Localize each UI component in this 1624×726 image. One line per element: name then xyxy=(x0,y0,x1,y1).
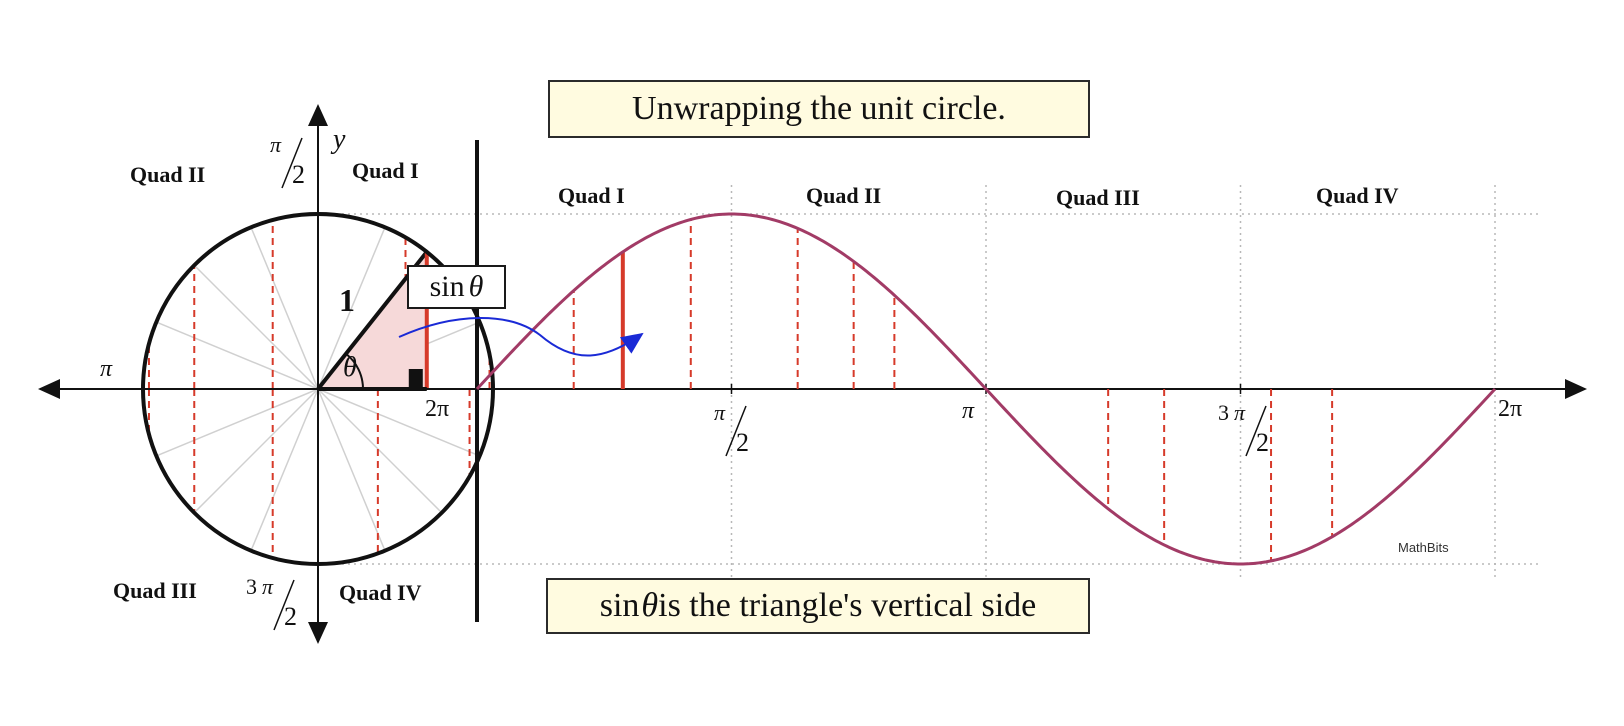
watermark: MathBits xyxy=(1398,540,1449,555)
graph-two-pi-label: 2π xyxy=(1498,396,1523,422)
circle-spoke xyxy=(156,321,319,390)
circle-quad-1-label: Quad I xyxy=(352,158,419,183)
graph-quad-4-label: Quad IV xyxy=(1316,183,1399,208)
graph-sine-segments xyxy=(572,219,1334,561)
graph-three-half-pi-den: 2 xyxy=(1256,428,1269,457)
hypotenuse-label: 1 xyxy=(339,282,355,318)
circle-spoke xyxy=(250,227,319,390)
angle-theta-label: θ xyxy=(343,352,357,383)
graph-half-pi-num: π xyxy=(714,400,726,425)
circle-half-pi-label: π 2 xyxy=(268,132,316,192)
graph-quad-3-label: Quad III xyxy=(1056,185,1140,210)
three-half-pi-num: π xyxy=(262,574,274,599)
y-axis-label: y xyxy=(333,124,346,155)
circle-spoke xyxy=(250,388,319,551)
circle-spoke xyxy=(317,227,386,390)
title-box: Unwrapping the unit circle. xyxy=(548,80,1090,138)
half-pi-num: π xyxy=(270,132,282,157)
three-half-pi-coef: 3 xyxy=(246,574,257,599)
circle-spoke xyxy=(193,388,319,514)
sin-theta-label: sin θ xyxy=(407,265,506,309)
circle-quad-4-label: Quad IV xyxy=(339,580,422,605)
caption-sin: sin xyxy=(599,587,640,624)
transfer-arrow xyxy=(398,317,644,357)
sin-theta-symbol: θ xyxy=(468,270,484,303)
circle-spoke xyxy=(193,264,319,390)
circle-spoke xyxy=(317,388,443,514)
sine-curve xyxy=(475,212,1497,566)
circle-quad-3-label: Quad III xyxy=(113,578,197,603)
circle-two-pi-label: 2π xyxy=(425,396,450,422)
graph-pi-label: π xyxy=(962,398,975,424)
graph-three-half-pi-num: π xyxy=(1234,400,1246,425)
graph-three-half-pi-label: 3 π 2 xyxy=(1218,400,1280,460)
graph-three-half-pi-coef: 3 xyxy=(1218,400,1229,425)
circle-quad-2-label: Quad II xyxy=(130,162,206,187)
caption-box: sin θ is the triangle's vertical side xyxy=(546,578,1090,634)
three-half-pi-den: 2 xyxy=(284,602,297,631)
circle-spoke xyxy=(317,388,480,457)
graph-quad-1-label: Quad I xyxy=(558,183,625,208)
caption-theta: θ xyxy=(641,587,659,624)
title-text: Unwrapping the unit circle. xyxy=(632,90,1006,127)
graph-half-pi-label: π 2 xyxy=(712,400,760,460)
sin-text: sin xyxy=(429,270,465,303)
circle-three-half-pi-label: 3 π 2 xyxy=(246,574,308,634)
graph-quad-2-label: Quad II xyxy=(806,183,882,208)
circle-spoke xyxy=(317,388,386,551)
right-angle-marker xyxy=(408,369,423,389)
caption-rest: is the triangle's vertical side xyxy=(658,587,1037,624)
graph-half-pi-den: 2 xyxy=(736,428,749,457)
circle-pi-label: π xyxy=(100,356,113,382)
half-pi-den: 2 xyxy=(292,160,305,189)
circle-spoke xyxy=(156,388,319,457)
angle-arc xyxy=(345,352,364,390)
